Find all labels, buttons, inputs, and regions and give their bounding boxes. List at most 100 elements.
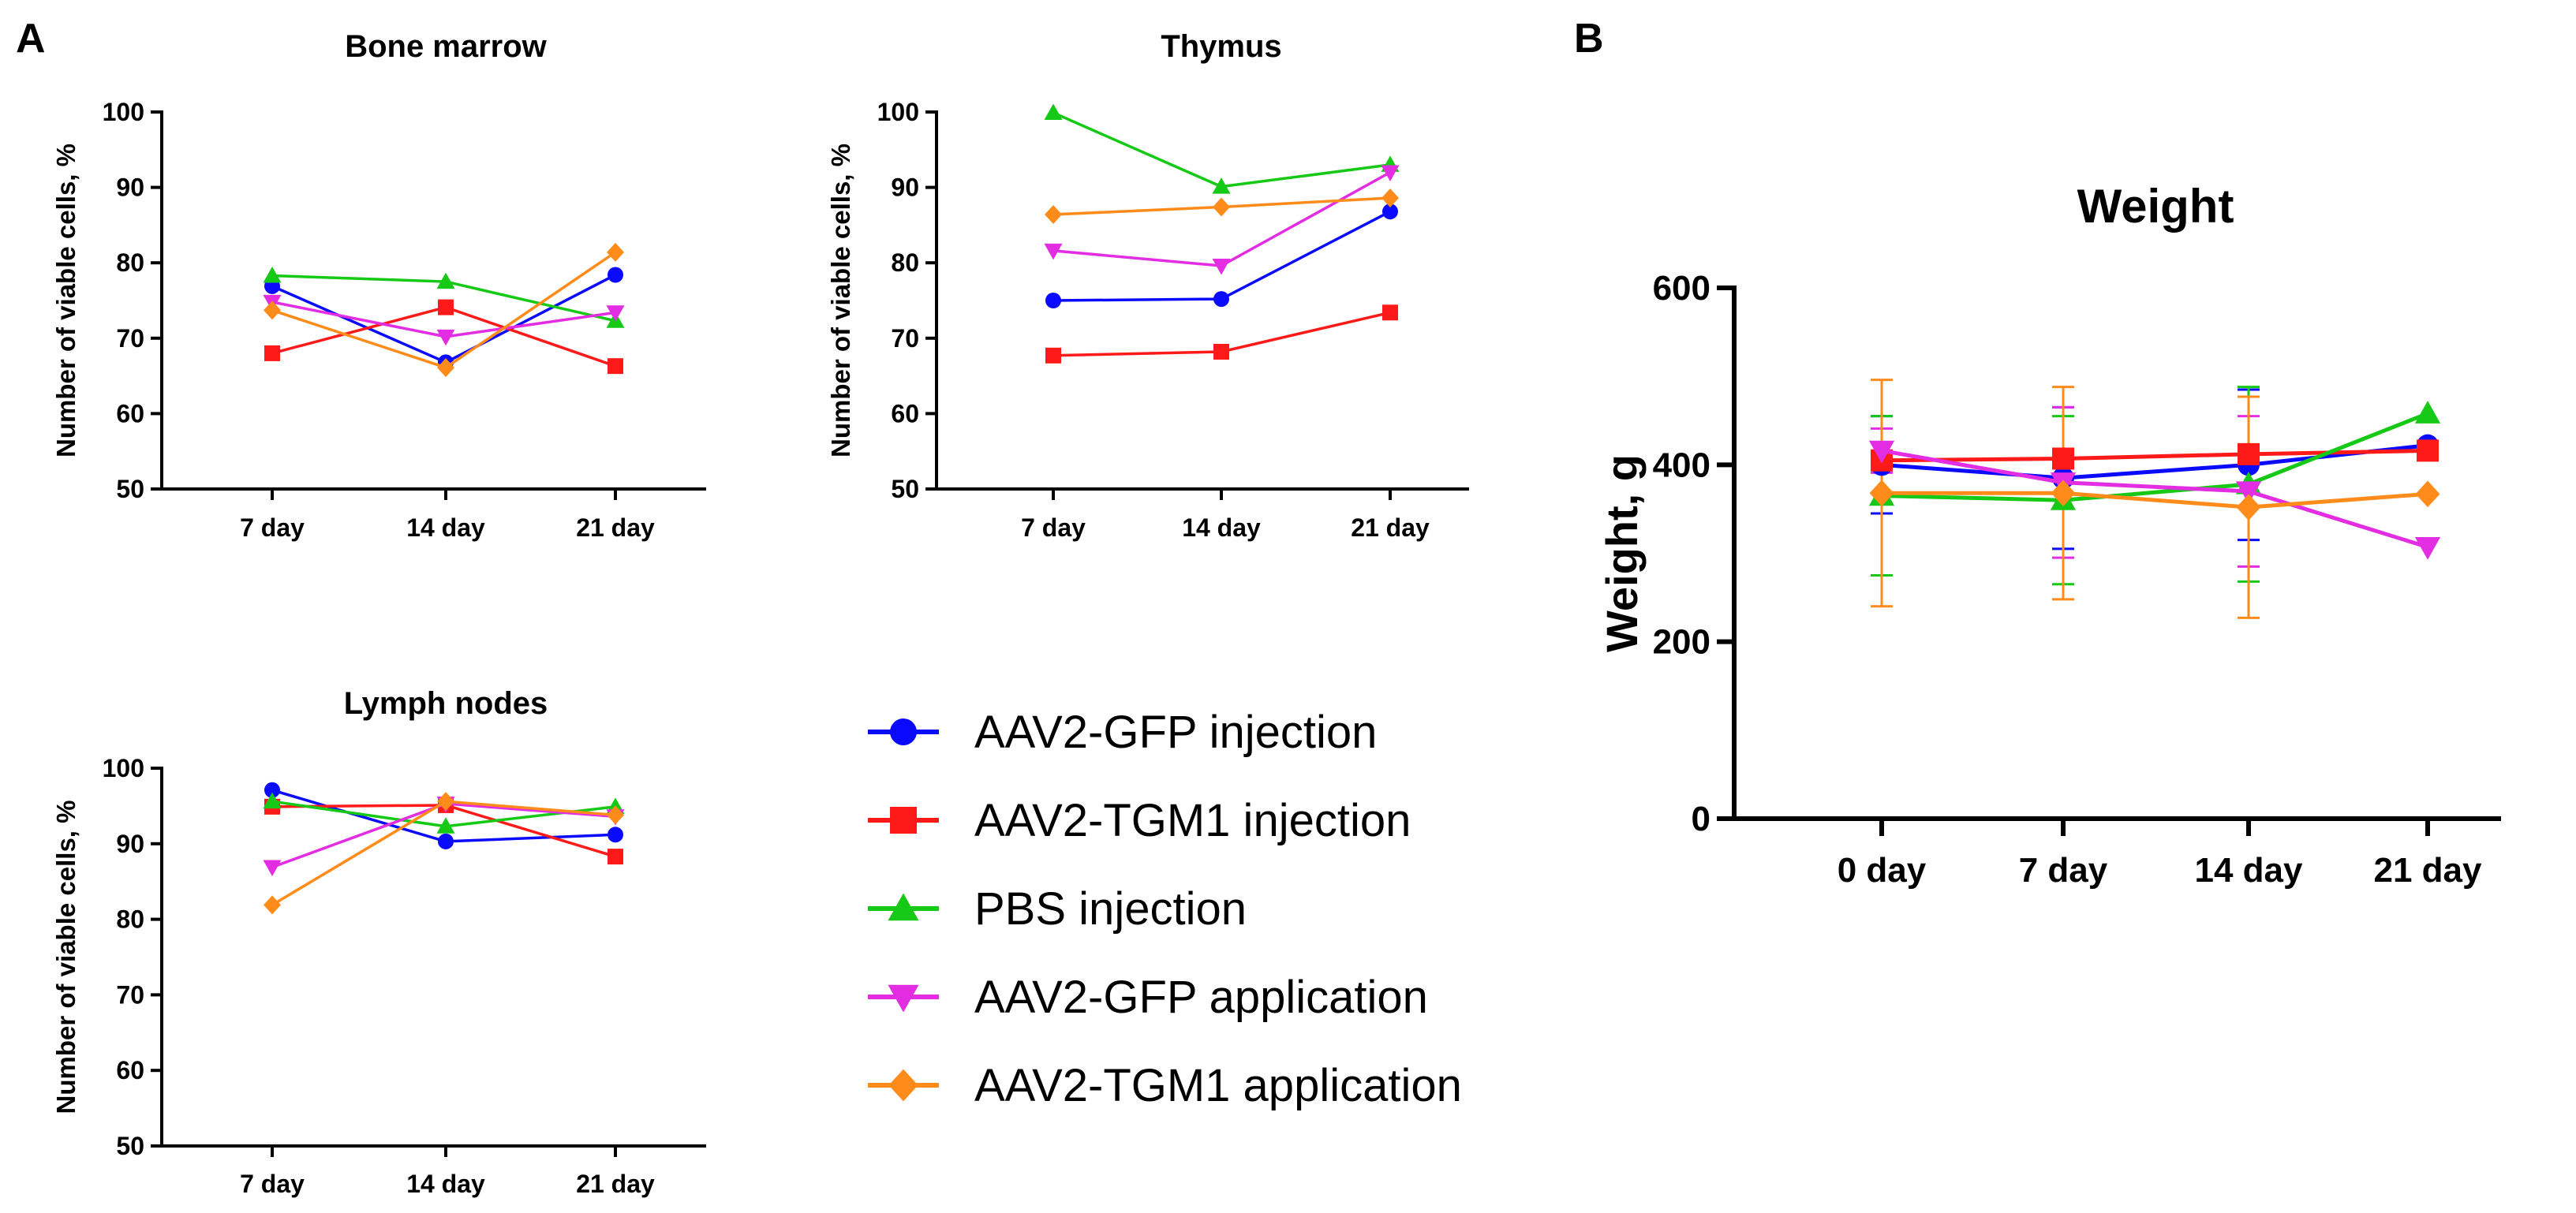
legend-label: AAV2-TGM1 application xyxy=(974,1060,1462,1111)
data-point xyxy=(2052,447,2074,470)
legend-marker-icon xyxy=(890,807,917,834)
series-aav2-gfp-application xyxy=(1868,440,2441,560)
x-tick-label: 14 day xyxy=(2195,851,2304,890)
data-point xyxy=(263,860,282,876)
x-tick-label: 7 day xyxy=(2019,851,2108,890)
legend-item-aav2-gfp-injection: AAV2-GFP injection xyxy=(868,707,1377,758)
series-line xyxy=(1881,411,2428,502)
panel-letter-b: B xyxy=(1574,16,1604,62)
y-axis-label: Number of viable cells, % xyxy=(826,144,855,457)
data-point xyxy=(264,895,281,915)
series-line xyxy=(1881,448,2428,550)
data-point xyxy=(608,827,623,843)
data-point xyxy=(2051,480,2076,507)
data-point xyxy=(2236,494,2261,521)
series-aav2-tgm1-injection xyxy=(1045,304,1398,364)
x-tick-label: 21 day xyxy=(2374,851,2483,890)
y-tick-label: 400 xyxy=(1653,446,1710,484)
legend-item-aav2-tgm1-application: AAV2-TGM1 application xyxy=(868,1060,1462,1111)
series-aav2-gfp-application xyxy=(263,294,625,346)
y-tick-label: 90 xyxy=(891,174,919,202)
data-point xyxy=(607,805,624,825)
lymph-nodes-chart: Lymph nodes Number of viable cells, % 50 60… xyxy=(51,686,706,1198)
series-pbs-injection xyxy=(1044,103,1400,194)
y-tick-label: 70 xyxy=(116,980,144,1009)
y-tick-label: 100 xyxy=(103,98,144,126)
data-point xyxy=(264,782,280,798)
x-tick-label: 21 day xyxy=(576,513,655,542)
series-line xyxy=(1882,491,2428,509)
data-point xyxy=(263,792,282,809)
y-tick-label: 60 xyxy=(891,399,919,427)
bone-marrow-chart: Bone marrow Number of viable cells, % 50 60… xyxy=(51,29,706,542)
series-aav2-tgm1-application xyxy=(1045,188,1399,225)
data-point xyxy=(436,817,455,834)
series-line xyxy=(1881,448,2428,463)
data-point xyxy=(264,345,280,361)
data-point xyxy=(1213,344,1229,360)
x-tick-label: 21 day xyxy=(576,1170,655,1198)
series-aav2-gfp-injection xyxy=(264,782,623,849)
data-point xyxy=(437,792,454,812)
y-tick-label: 70 xyxy=(891,324,919,353)
legend-label: AAV2-GFP injection xyxy=(974,707,1377,758)
legend-label: AAV2-GFP application xyxy=(974,972,1428,1023)
series-aav2-tgm1-injection xyxy=(264,299,623,375)
y-tick-label: 600 xyxy=(1653,269,1710,308)
data-point xyxy=(1212,259,1231,275)
data-point xyxy=(608,358,623,375)
series-aav2-tgm1-application xyxy=(264,792,624,915)
data-point xyxy=(1045,347,1061,364)
y-tick-label: 60 xyxy=(116,399,144,427)
data-point xyxy=(438,833,454,849)
data-point xyxy=(2414,537,2441,560)
legend-marker-icon xyxy=(888,893,919,921)
legend: AAV2-GFP injection AAV2-TGM1 injection PBS… xyxy=(868,707,1462,1111)
data-point xyxy=(1044,103,1063,120)
x-tick-label: 7 day xyxy=(1021,513,1086,542)
y-axis-label: Number of viable cells, % xyxy=(51,144,80,457)
legend-item-aav2-tgm1-injection: AAV2-TGM1 injection xyxy=(868,795,1411,846)
data-point xyxy=(436,272,455,289)
data-point xyxy=(1869,480,1894,507)
data-point xyxy=(1213,291,1229,308)
chart-title: Thymus xyxy=(1161,29,1281,64)
y-tick-label: 50 xyxy=(116,475,144,503)
x-tick-label: 21 day xyxy=(1351,513,1430,542)
data-point xyxy=(2235,481,2262,505)
chart-title: Bone marrow xyxy=(345,29,547,64)
data-point xyxy=(263,266,282,283)
panel-letter-a: A xyxy=(16,16,46,62)
data-point xyxy=(436,329,455,346)
y-tick-label: 80 xyxy=(116,905,144,934)
data-point xyxy=(1212,177,1231,194)
data-point xyxy=(438,299,454,315)
data-point xyxy=(1045,293,1061,308)
legend-label: AAV2-TGM1 injection xyxy=(974,795,1411,846)
y-axis-label: Number of viable cells, % xyxy=(51,801,80,1114)
x-tick-label: 14 day xyxy=(406,1170,485,1198)
data-point xyxy=(2238,442,2260,465)
legend-item-aav2-gfp-application: AAV2-GFP application xyxy=(868,972,1428,1023)
legend-item-pbs-injection: PBS injection xyxy=(868,883,1247,935)
data-point xyxy=(1382,203,1398,220)
x-tick-label: 7 day xyxy=(240,1170,305,1198)
data-point xyxy=(1045,205,1062,225)
y-tick-label: 90 xyxy=(116,830,144,858)
legend-marker-icon xyxy=(888,1069,918,1102)
data-point xyxy=(608,267,623,283)
y-tick-label: 60 xyxy=(116,1056,144,1084)
data-point xyxy=(1381,165,1400,181)
data-point xyxy=(1382,304,1398,321)
data-point xyxy=(606,305,625,322)
series-aav2-gfp-application xyxy=(1044,165,1400,275)
data-point xyxy=(264,300,281,320)
data-point xyxy=(2414,401,2441,424)
x-tick-label: 14 day xyxy=(1182,513,1261,542)
y-tick-label: 0 xyxy=(1692,800,1710,838)
x-tick-label: 14 day xyxy=(406,513,485,542)
y-tick-label: 70 xyxy=(116,324,144,353)
legend-marker-icon xyxy=(890,718,917,745)
data-point xyxy=(608,849,623,865)
